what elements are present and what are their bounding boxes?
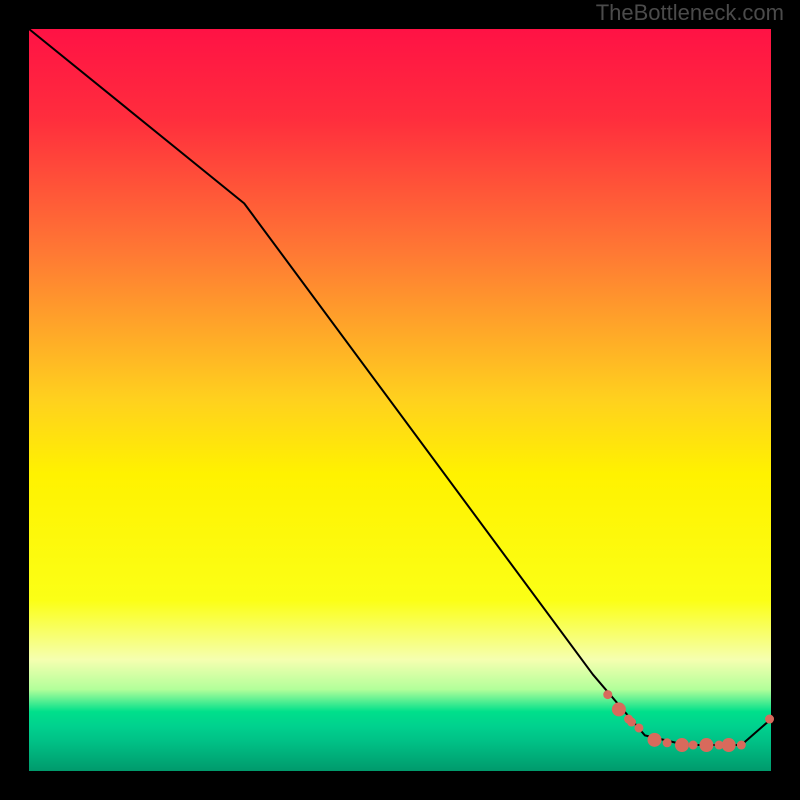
plot-area [29, 29, 771, 771]
bottleneck-chart [0, 0, 800, 800]
marker-point [634, 723, 643, 732]
marker-point [722, 738, 736, 752]
marker-point [627, 718, 636, 727]
marker-point [663, 738, 672, 747]
marker-point [765, 715, 774, 724]
watermark-text: TheBottleneck.com [596, 0, 784, 26]
marker-point [675, 738, 689, 752]
marker-point [648, 733, 662, 747]
marker-point [699, 738, 713, 752]
marker-point [603, 690, 612, 699]
marker-point [689, 741, 698, 750]
marker-point [612, 702, 626, 716]
marker-point [737, 741, 746, 750]
